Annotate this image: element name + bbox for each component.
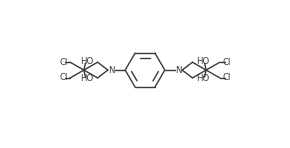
Text: Cl: Cl bbox=[59, 58, 67, 67]
Text: N: N bbox=[175, 66, 182, 75]
Text: N: N bbox=[108, 66, 115, 75]
Text: Cl: Cl bbox=[223, 58, 231, 67]
Text: HO: HO bbox=[197, 74, 210, 83]
Text: HO: HO bbox=[80, 74, 93, 83]
Text: Cl: Cl bbox=[223, 73, 231, 82]
Text: HO: HO bbox=[197, 57, 210, 66]
Text: HO: HO bbox=[80, 57, 93, 66]
Text: Cl: Cl bbox=[59, 73, 67, 82]
